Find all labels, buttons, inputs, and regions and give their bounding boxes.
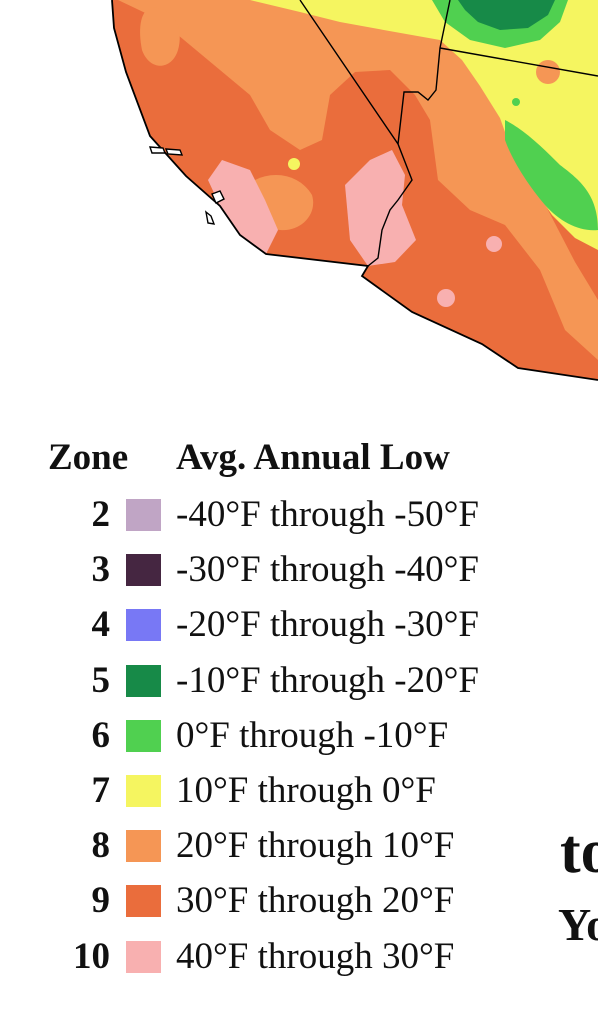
legend-row-zone-4: 4 -20°F through -30°F	[0, 597, 560, 652]
zone-number: 2	[91, 494, 111, 535]
zone-number: 5	[91, 659, 111, 701]
hardiness-zone-map	[111, 0, 598, 381]
cut-off-heading-text: to	[560, 818, 598, 886]
temperature-range: -20°F through -30°F	[176, 604, 479, 646]
zone-6-spot	[516, 151, 528, 163]
zone-8-region	[118, 0, 598, 360]
zone-color-swatch	[126, 830, 161, 863]
zone-number: 4	[91, 604, 111, 646]
zone-5-region	[458, 0, 555, 30]
legend-row-zone-8: 8 20°F through 10°F	[0, 818, 560, 873]
zone-color-swatch	[126, 664, 161, 697]
zone-column-header: Zone	[48, 437, 129, 478]
temperature-range: -30°F through -40°F	[176, 549, 479, 591]
state-border	[439, 47, 598, 77]
temperature-range: 30°F through 20°F	[176, 880, 455, 922]
zone-color-swatch	[126, 940, 161, 973]
zone-10-spot	[437, 289, 455, 307]
temperature-range: 0°F through -10°F	[176, 714, 449, 756]
temperature-range: 40°F through 30°F	[176, 935, 455, 977]
zone-number: 10	[73, 935, 110, 977]
legend-row-zone-2: 2 -40°F through -50°F	[0, 487, 560, 542]
zone-7-region	[250, 0, 598, 250]
zone-number: 7	[91, 770, 111, 811]
zone-10-region	[345, 150, 416, 266]
temperature-range: -40°F through -50°F	[176, 494, 479, 535]
zone-color-swatch	[126, 719, 161, 752]
zone-color-swatch	[126, 609, 161, 642]
zone-7-spot	[288, 158, 300, 170]
legend-row-zone-9: 9 30°F through 20°F	[0, 873, 560, 928]
zone-6-spot	[512, 98, 520, 106]
zone-number: 3	[91, 549, 111, 591]
temperature-range: 10°F through 0°F	[176, 770, 436, 811]
island	[211, 190, 225, 204]
zone-6-region	[505, 120, 598, 231]
state-border	[299, 0, 413, 267]
zone-10-spot	[486, 236, 502, 252]
coastline	[111, 0, 598, 381]
zone-color-swatch	[126, 499, 161, 531]
legend-row-zone-7: 7 10°F through 0°F	[0, 763, 560, 818]
zone-number: 8	[91, 825, 111, 867]
zone-10-region	[208, 160, 278, 254]
zone-number: 6	[91, 714, 111, 756]
cut-off-subheading-text: Yo	[558, 899, 598, 950]
temperature-range: 20°F through 10°F	[176, 825, 455, 867]
island	[164, 148, 184, 156]
legend-row-zone-6: 6 0°F through -10°F	[0, 708, 560, 763]
island	[204, 210, 216, 225]
zone-color-swatch	[126, 775, 161, 807]
avg-annual-low-header: Avg. Annual Low	[176, 437, 450, 478]
zone-color-swatch	[126, 885, 161, 918]
temperature-range: -10°F through -20°F	[176, 659, 479, 701]
zone-8-spot	[536, 60, 560, 84]
legend-row-zone-3: 3 -30°F through -40°F	[0, 542, 560, 597]
zone-8-region	[140, 7, 180, 66]
zone-color-swatch	[126, 554, 161, 587]
legend-row-zone-5: 5 -10°F through -20°F	[0, 653, 560, 708]
legend-row-zone-10: 10 40°F through 30°F	[0, 929, 560, 984]
island	[149, 146, 167, 154]
zone-number: 9	[91, 880, 111, 922]
